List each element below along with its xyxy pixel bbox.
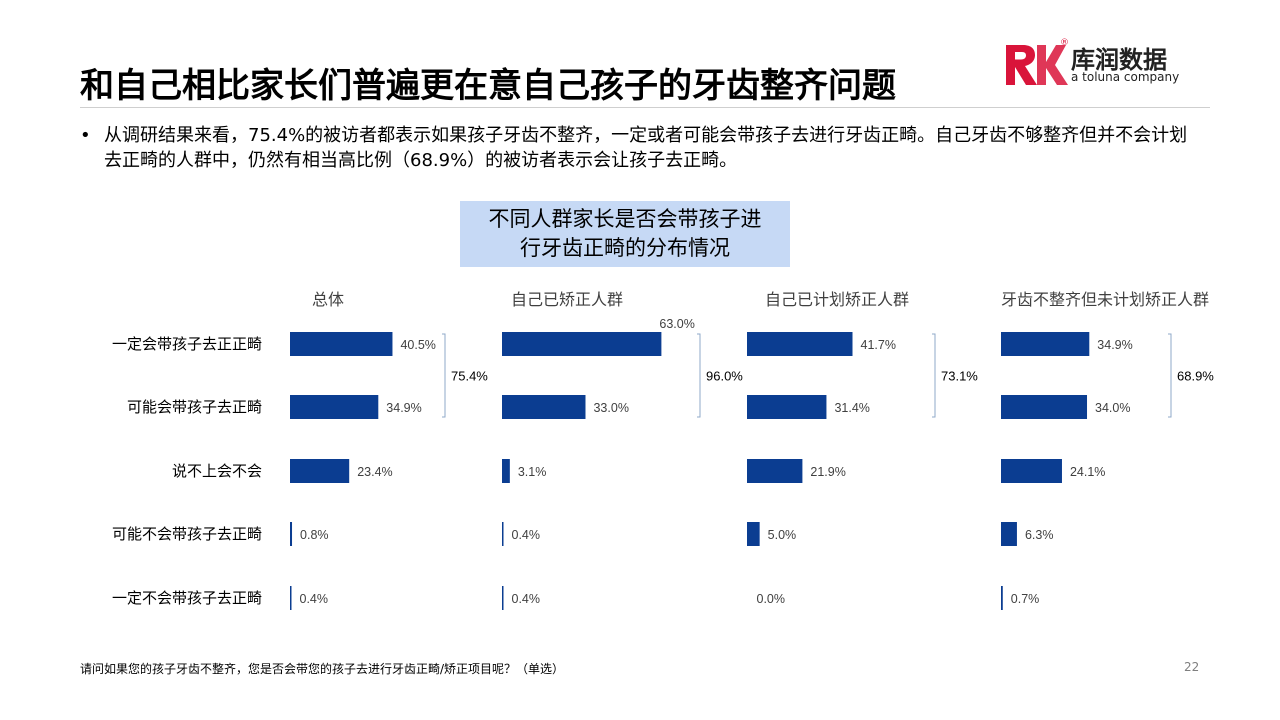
bullet-symbol: • xyxy=(80,125,91,146)
data-label: 0.7% xyxy=(1011,592,1040,606)
data-label: 6.3% xyxy=(1025,528,1054,542)
bar xyxy=(747,522,760,546)
bar xyxy=(502,332,662,356)
category-label: 一定会带孩子去正正畸 xyxy=(112,336,262,353)
bar xyxy=(747,459,803,483)
panel-header: 牙齿不整齐但未计划矫正人群 xyxy=(1001,291,1209,309)
data-label: 24.1% xyxy=(1070,465,1105,479)
data-label: 5.0% xyxy=(768,528,797,542)
combined-label: 96.0% xyxy=(706,369,743,384)
bracket xyxy=(442,333,446,418)
panel-header: 自己已矫正人群 xyxy=(511,291,623,309)
data-label: 41.7% xyxy=(861,338,896,352)
data-label: 3.1% xyxy=(518,465,547,479)
data-label: 31.4% xyxy=(834,401,869,415)
combined-label: 73.1% xyxy=(941,369,978,384)
bar xyxy=(1001,586,1003,610)
bar xyxy=(747,395,827,419)
bar xyxy=(290,332,393,356)
data-label: 63.0% xyxy=(659,317,694,331)
logo-mark-icon xyxy=(1006,45,1068,85)
title-divider xyxy=(80,107,1210,108)
logo-name: 库润数据 xyxy=(1071,46,1167,74)
summary-text: 从调研结果来看，75.4%的被访者都表示如果孩子牙齿不整齐，一定或者可能会带孩子… xyxy=(104,125,1188,171)
page-title: 和自己相比家长们普遍更在意自己孩子的牙齿整齐问题 xyxy=(80,66,896,106)
category-label: 说不上会不会 xyxy=(172,463,262,480)
chart-title: 不同人群家长是否会带孩子进行牙齿正畸的分布情况 xyxy=(488,207,762,260)
bar xyxy=(290,586,292,610)
bar xyxy=(1001,395,1088,419)
company-logo: ® 库润数据 a toluna company xyxy=(1004,38,1194,90)
page-number: 22 xyxy=(1184,660,1200,674)
bar xyxy=(502,522,504,546)
data-label: 0.4% xyxy=(512,592,541,606)
category-label: 一定不会带孩子去正畸 xyxy=(112,590,262,607)
data-label: 34.0% xyxy=(1095,401,1130,415)
bracket xyxy=(932,333,936,418)
bracket xyxy=(697,333,701,418)
bar xyxy=(502,395,586,419)
bar xyxy=(502,586,504,610)
bracket xyxy=(1168,333,1172,418)
bar xyxy=(747,332,853,356)
chart-title-box: 不同人群家长是否会带孩子进行牙齿正畸的分布情况 xyxy=(460,201,790,267)
data-label: 34.9% xyxy=(386,401,421,415)
question-footnote: 请问如果您的孩子牙齿不整齐，您是否会带您的孩子去进行牙齿正畸/矫正项目呢？（单选… xyxy=(80,662,565,676)
data-label: 40.5% xyxy=(400,338,435,352)
panel-header: 总体 xyxy=(312,291,344,309)
data-label: 0.8% xyxy=(300,528,329,542)
bar xyxy=(290,395,379,419)
bar xyxy=(1001,459,1062,483)
data-label: 0.4% xyxy=(512,528,541,542)
category-label: 可能不会带孩子去正畸 xyxy=(112,526,262,543)
data-label: 23.4% xyxy=(357,465,392,479)
data-label: 21.9% xyxy=(810,465,845,479)
category-label: 可能会带孩子去正畸 xyxy=(127,399,262,416)
bar xyxy=(290,522,293,546)
registered-mark: ® xyxy=(1060,38,1069,48)
data-label: 33.0% xyxy=(593,401,628,415)
combined-label: 68.9% xyxy=(1177,369,1214,384)
data-label: 0.0% xyxy=(757,592,786,606)
panel-header: 自己已计划矫正人群 xyxy=(765,291,909,309)
logo-tagline: a toluna company xyxy=(1071,70,1180,84)
bar xyxy=(1001,522,1017,546)
bar xyxy=(290,459,350,483)
bar xyxy=(502,459,510,483)
combined-label: 75.4% xyxy=(451,369,488,384)
bar xyxy=(1001,332,1090,356)
data-label: 34.9% xyxy=(1097,338,1132,352)
data-label: 0.4% xyxy=(300,592,329,606)
